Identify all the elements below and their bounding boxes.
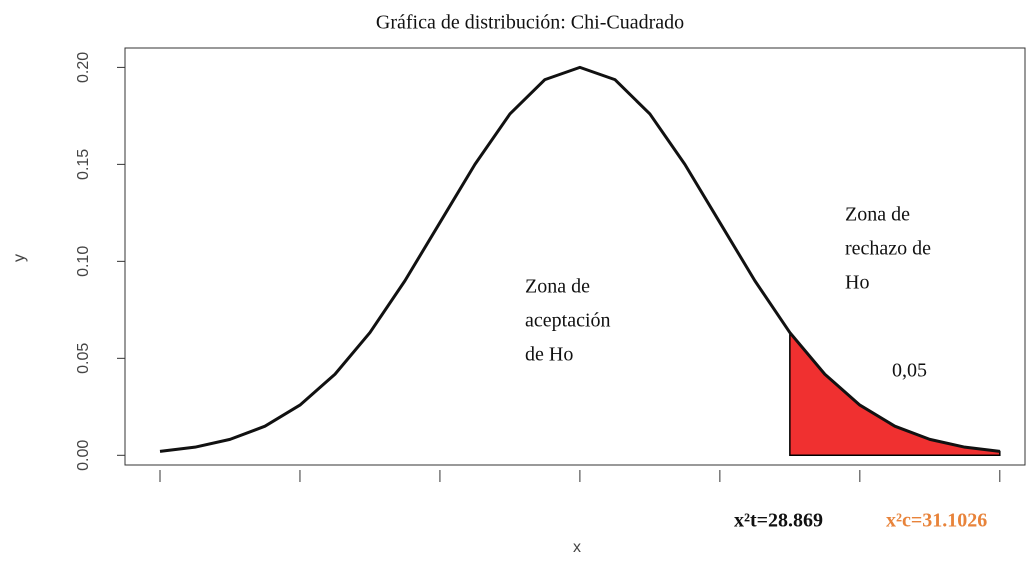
annotation: de Ho <box>525 344 573 366</box>
y-tick-label: 0.10 <box>75 246 92 277</box>
y-tick-label: 0.15 <box>75 149 92 180</box>
chart-title: Gráfica de distribución: Chi-Cuadrado <box>376 12 684 34</box>
annotation: x²c=31.1026 <box>886 510 987 532</box>
annotation: rechazo de <box>845 238 931 260</box>
annotation: Ho <box>845 272 869 294</box>
y-axis-label: y <box>11 254 28 262</box>
y-tick-label: 0.05 <box>75 343 92 374</box>
y-tick-label: 0.20 <box>75 52 92 83</box>
rejection-area <box>789 330 1001 457</box>
y-tick-label: 0.00 <box>75 440 92 471</box>
annotation: Zona de <box>845 204 910 226</box>
annotation: Zona de <box>525 276 590 298</box>
annotation: 0,05 <box>892 360 927 382</box>
x-axis-label: x <box>573 539 581 556</box>
curve <box>159 65 1000 453</box>
annotation: x²t=28.869 <box>734 510 823 532</box>
plot-frame <box>124 47 1026 466</box>
annotation: aceptación <box>525 310 611 332</box>
